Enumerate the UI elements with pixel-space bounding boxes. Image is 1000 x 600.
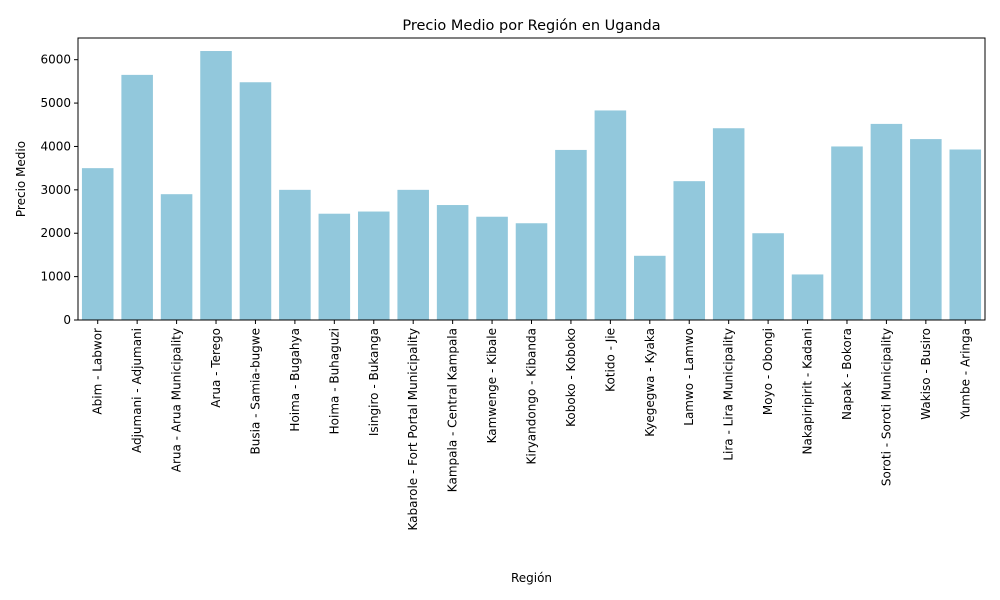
plot-frame [77,37,986,321]
x-tick-label: Adjumani - Adjumani [130,328,144,453]
y-axis-label: Precio Medio [14,141,28,217]
y-tick-label: 4000 [40,139,71,153]
bar [476,216,508,320]
x-tick-label: Isingiro - Bukanga [367,328,381,436]
bar [397,189,429,320]
y-tick-label: 0 [63,313,71,327]
x-tick-label: Hoima - Buhaguzi [327,328,341,434]
y-tick-label: 1000 [40,270,71,284]
x-tick-label: Arua - Arua Municipality [170,328,184,472]
bar [318,213,351,320]
x-tick-label: Napak - Bokora [840,328,854,420]
x-tick-label: Lamwo - Lamwo [682,328,696,426]
x-tick-label: Kotido - Jie [603,328,617,392]
bar [712,128,745,320]
bar [81,168,114,320]
x-tick-label: Kabarole - Fort Portal Municipality [406,328,420,531]
x-tick-label: Wakiso - Busiro [919,328,933,420]
bar [436,205,469,320]
bar [515,223,548,320]
x-tick-label: Soroti - Soroti Municipality [879,328,893,486]
x-tick-label: Nakapiripirit - Kadani [801,328,815,454]
bar [555,149,587,320]
x-tick-label: Moyo - Obongi [761,328,775,415]
y-tick-label: 3000 [40,183,71,197]
bar [831,146,863,320]
x-tick-label: Kampala - Central Kampala [446,328,460,492]
x-tick-label: Arua - Terego [209,328,223,408]
y-tick-label: 6000 [40,53,71,67]
bar [279,189,311,320]
bar [870,123,903,321]
bar [594,110,627,320]
bar [160,194,193,320]
x-tick-label: Kyegegwa - Kyaka [643,328,657,437]
x-tick-label: Yumbe - Aringa [958,328,972,420]
x-axis: Abim - Labwor Adjumani - Adjumani Arua - A… [91,320,972,531]
bar [634,255,666,320]
bars-group [81,51,982,321]
x-tick-label: Lira - Lira Municipality [722,328,736,461]
bar [673,181,706,320]
x-tick-label: Kamwenge - Kibale [485,328,499,443]
x-tick-label: Kiryandongo - Kibanda [525,328,539,464]
x-tick-label: Koboko - Koboko [564,328,578,427]
x-axis-label: Región [511,571,552,585]
bar [239,82,272,320]
x-tick-label: Busia - Samia-bugwe [248,328,262,454]
bar [791,274,824,320]
bar [121,74,153,320]
bar [200,51,232,321]
x-tick-label: Hoima - Bugahya [288,328,302,432]
bar [949,149,982,320]
chart-title: Precio Medio por Región en Uganda [402,18,660,34]
y-tick-label: 5000 [40,96,71,110]
bar [910,139,942,320]
bar [752,233,784,320]
bar [357,211,390,320]
x-tick-label: Abim - Labwor [91,328,105,415]
y-axis: 0 1000 2000 3000 4000 5000 6000 [40,53,78,327]
y-tick-label: 2000 [40,226,71,240]
